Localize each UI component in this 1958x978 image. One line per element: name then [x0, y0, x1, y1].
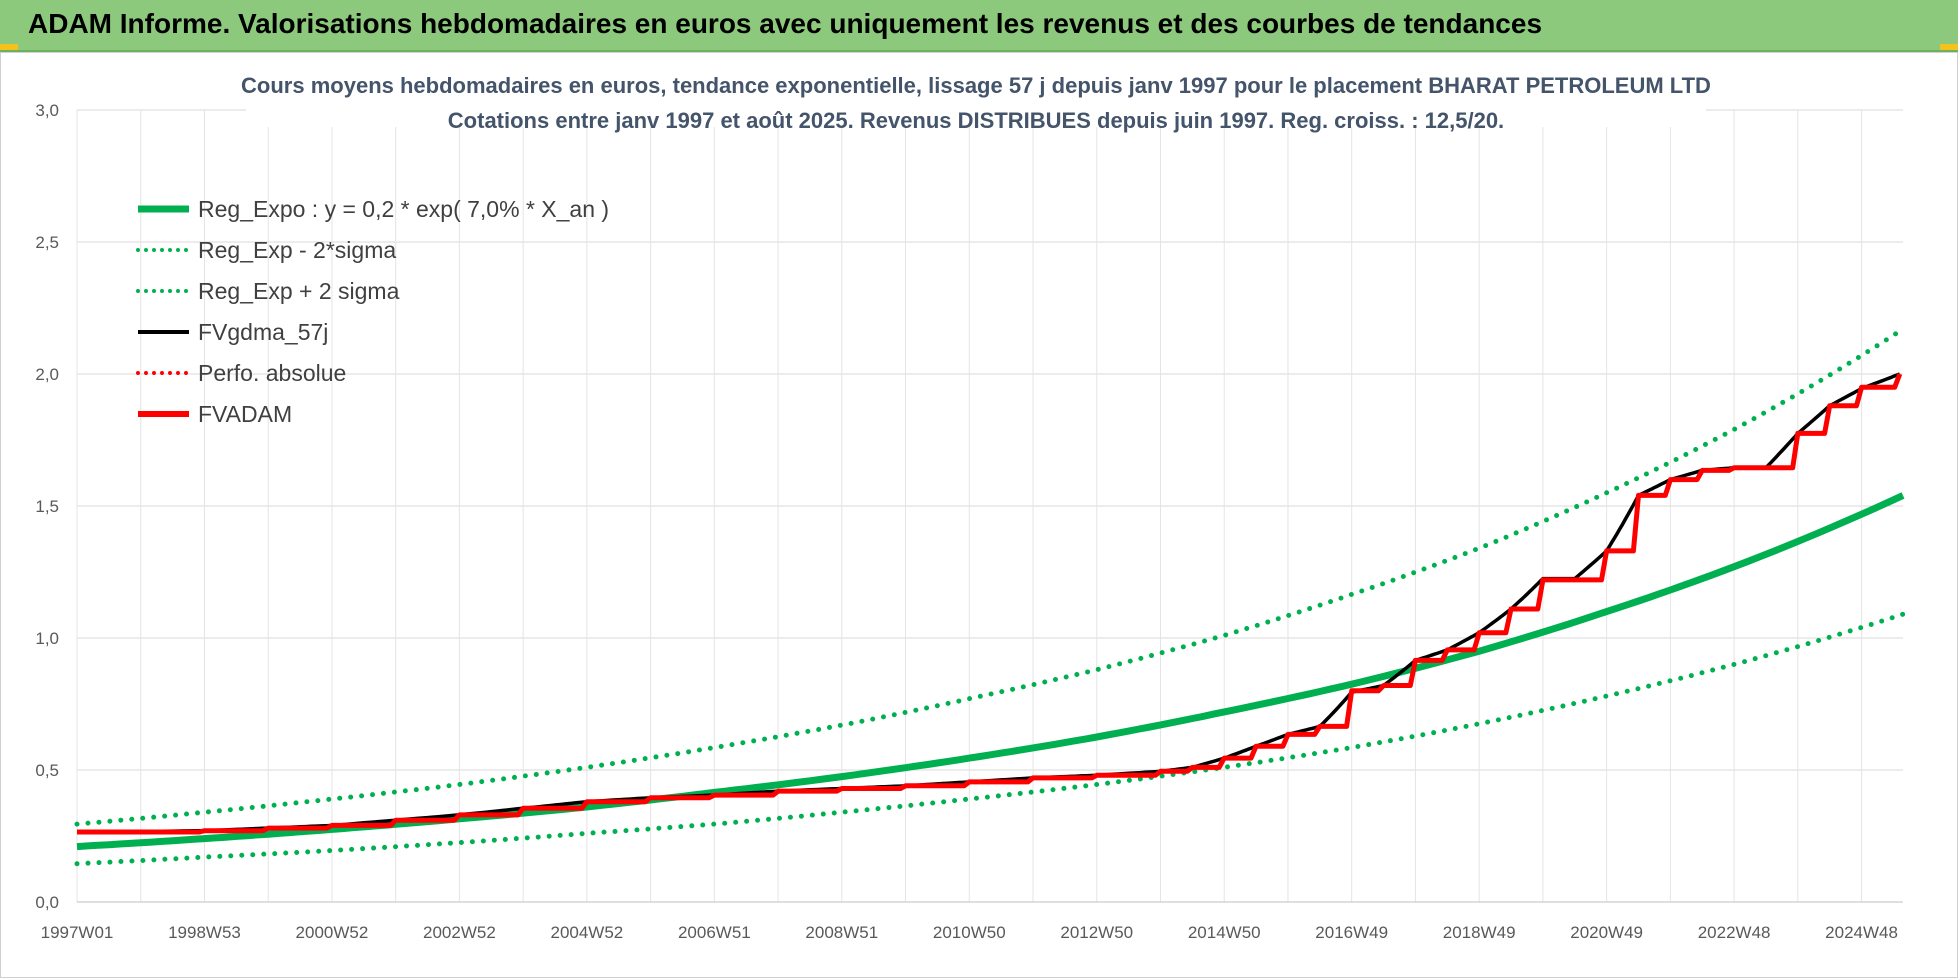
- y-tick-label: 2,0: [35, 365, 59, 384]
- corner-marker-right: [1940, 44, 1958, 50]
- x-tick-label: 2000W52: [296, 923, 369, 942]
- x-tick-label: 2016W49: [1315, 923, 1388, 942]
- x-tick-label: 1997W01: [41, 923, 114, 942]
- y-tick-label: 0,0: [35, 893, 59, 912]
- legend-label: Reg_Exp - 2*sigma: [198, 237, 396, 263]
- series-layer: [74, 326, 1906, 867]
- series-line-3: [76, 372, 1901, 834]
- x-tick-label: 2018W49: [1443, 923, 1516, 942]
- x-tick-label: 2024W48: [1825, 923, 1898, 942]
- x-tick-label: 2006W51: [678, 923, 751, 942]
- x-tick-label: 2004W52: [550, 923, 623, 942]
- page-title: ADAM Informe. Valorisations hebdomadaire…: [28, 8, 1543, 39]
- chart-subtitle: Cotations entre janv 1997 et août 2025. …: [448, 108, 1504, 133]
- x-tick-label: 2022W48: [1698, 923, 1771, 942]
- y-tick-label: 0,5: [35, 761, 59, 780]
- page-header: ADAM Informe. Valorisations hebdomadaire…: [0, 0, 1958, 52]
- legend: Reg_Expo : y = 0,2 * exp( 7,0% * X_an ) R…: [136, 196, 609, 427]
- chart-title: Cours moyens hebdomadaires en euros, ten…: [241, 73, 1711, 98]
- x-tick-label: 2008W51: [805, 923, 878, 942]
- legend-label: FVgdma_57j: [198, 319, 328, 345]
- y-tick-label: 3,0: [35, 101, 59, 120]
- x-tick-label: 2020W49: [1570, 923, 1643, 942]
- axes: 0,0 0,5 1,0 1,5 2,0 2,5 3,0 1997W01 1998W53 2000W…: [35, 101, 1903, 942]
- series-line-5: [77, 373, 1903, 835]
- legend-label: FVADAM: [198, 401, 292, 427]
- title-background: [246, 59, 1706, 127]
- legend-label: Reg_Exp + 2 sigma: [198, 278, 400, 304]
- chart-titles: Cours moyens hebdomadaires en euros, ten…: [241, 59, 1711, 133]
- x-tick-label: 2012W50: [1060, 923, 1133, 942]
- chart-svg: 0,0 0,5 1,0 1,5 2,0 2,5 3,0 1997W01 1998W53 2000W…: [35, 59, 1906, 942]
- y-tick-label: 2,5: [35, 233, 59, 252]
- grid: [76, 109, 1903, 903]
- series-line-2: [74, 326, 1906, 827]
- y-tick-label: 1,0: [35, 629, 59, 648]
- corner-marker-left: [0, 44, 18, 50]
- x-tick-label: 2010W50: [933, 923, 1006, 942]
- series-line-0: [76, 492, 1905, 851]
- x-tick-label: 2014W50: [1188, 923, 1261, 942]
- legend-label: Perfo. absolue: [198, 360, 346, 386]
- x-tick-label: 2002W52: [423, 923, 496, 942]
- legend-label: Reg_Expo : y = 0,2 * exp( 7,0% * X_an ): [198, 196, 609, 222]
- chart-area: 0,0 0,5 1,0 1,5 2,0 2,5 3,0 1997W01 1998W53 2000W…: [0, 52, 1958, 978]
- series-line-1: [74, 611, 1906, 867]
- y-tick-label: 1,5: [35, 497, 59, 516]
- x-tick-label: 1998W53: [168, 923, 241, 942]
